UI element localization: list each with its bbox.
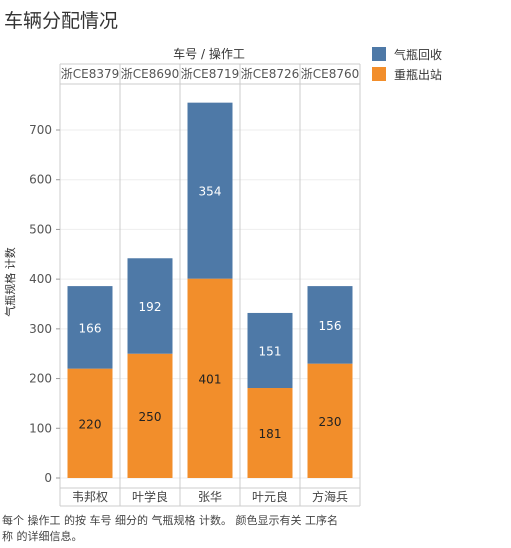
bar-segment	[67, 368, 113, 478]
y-tick-label: 500	[29, 222, 52, 236]
data-label: 181	[259, 427, 282, 441]
chart-title: 车辆分配情况	[4, 10, 119, 32]
x-tick-label: 韦邦权	[72, 490, 108, 504]
y-axis: 0 100 200 300 400 500 600 700	[29, 123, 60, 485]
column-header: 浙CE8760	[301, 67, 360, 81]
bar-segment	[307, 363, 353, 478]
x-axis: 韦邦权 叶学良 张华 叶元良 方海兵	[72, 489, 348, 504]
column-header-title: 车号 / 操作工	[173, 46, 245, 61]
y-tick-label: 200	[29, 372, 52, 386]
data-label: 401	[199, 372, 222, 386]
y-tick-label: 100	[29, 421, 52, 435]
data-label: 156	[319, 319, 342, 333]
data-label: 220	[79, 417, 102, 431]
x-tick-label: 叶元良	[252, 489, 288, 504]
bar-segment	[247, 312, 293, 389]
legend-swatch	[372, 67, 386, 81]
bar-segment	[127, 353, 173, 478]
column-headers: 浙CE8379 浙CE8690 浙CE8719 浙CE8726 浙CE8760	[61, 67, 360, 81]
column-header: 浙CE8690	[121, 67, 180, 81]
data-label: 192	[139, 300, 162, 314]
y-tick-label: 600	[29, 173, 52, 187]
y-axis-label: 气瓶规格 计数	[3, 247, 17, 317]
legend-item-recycle[interactable]: 气瓶回收	[372, 44, 442, 64]
bars: 220 166 250 192 401 354 181 151 230 156	[67, 102, 353, 478]
data-label: 151	[259, 344, 282, 358]
bar-segment	[247, 388, 293, 478]
bar-segment	[187, 102, 233, 279]
y-tick-label: 400	[29, 272, 52, 286]
column-header: 浙CE8726	[241, 67, 300, 81]
legend-item-outbound[interactable]: 重瓶出站	[372, 64, 442, 84]
data-label: 166	[79, 321, 102, 335]
chart-frame	[59, 63, 361, 507]
data-label: 250	[139, 410, 162, 424]
x-tick-label: 叶学良	[132, 489, 168, 504]
data-label: 354	[199, 185, 222, 199]
legend-swatch	[372, 47, 386, 61]
column-header: 浙CE8719	[181, 67, 240, 81]
y-tick-label: 300	[29, 322, 52, 336]
legend-label: 气瓶回收	[394, 47, 443, 62]
bar-segment	[307, 286, 353, 364]
y-tick-label: 0	[44, 471, 52, 485]
x-tick-label: 方海兵	[312, 489, 348, 504]
x-tick-label: 张华	[198, 490, 222, 504]
bar-segment	[187, 278, 233, 478]
legend: 气瓶回收 重瓶出站	[372, 44, 442, 84]
chart-caption: 每个 操作工 的按 车号 细分的 气瓶规格 计数。 颜色显示有关 工序名称 的详…	[2, 514, 338, 543]
bar-segment	[127, 258, 173, 354]
legend-label: 重瓶出站	[394, 67, 443, 82]
y-tick-label: 700	[29, 123, 52, 137]
column-header: 浙CE8379	[61, 67, 120, 81]
data-label: 230	[319, 415, 342, 429]
bar-segment	[67, 286, 113, 369]
